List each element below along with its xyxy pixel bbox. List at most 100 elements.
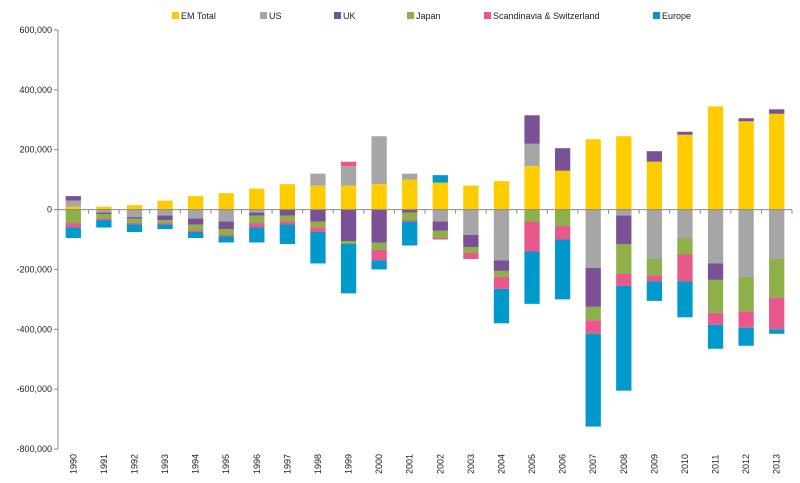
bar-2005-1 xyxy=(524,143,540,167)
bar-1990-1 xyxy=(65,200,81,207)
x-tick-label-1995: 1995 xyxy=(221,454,231,474)
bar-2002-5 xyxy=(432,175,448,183)
x-tick-label-2004: 2004 xyxy=(496,454,506,474)
bar-2007-5 xyxy=(585,333,601,427)
x-tick-label-2013: 2013 xyxy=(772,454,782,474)
bar-2005-5 xyxy=(524,251,540,304)
bar-1997-2 xyxy=(279,209,296,216)
bar-2006-5 xyxy=(554,239,571,300)
bar-2011-0 xyxy=(707,106,724,210)
x-tick-label-1993: 1993 xyxy=(160,454,170,474)
bar-2012-3 xyxy=(738,276,754,312)
bar-2013-3 xyxy=(769,258,785,298)
bar-2002-0 xyxy=(432,182,448,210)
bar-2008-4 xyxy=(616,273,632,286)
bar-1990-0 xyxy=(65,206,81,210)
bar-2000-5 xyxy=(371,260,387,270)
bar-2011-3 xyxy=(707,279,724,313)
x-tick-label-2012: 2012 xyxy=(741,454,751,474)
bar-2006-4 xyxy=(554,226,571,240)
bar-2008-2 xyxy=(616,215,632,244)
bar-2007-0 xyxy=(585,139,601,210)
bar-2006-3 xyxy=(554,209,571,227)
bar-2000-1 xyxy=(371,136,387,185)
x-tick-label-2007: 2007 xyxy=(588,454,598,474)
legend-swatch-1 xyxy=(260,12,267,19)
bar-1992-4 xyxy=(126,223,143,225)
bar-1997-4 xyxy=(279,221,296,225)
x-tick-label-2001: 2001 xyxy=(405,454,415,474)
y-tick-label-2: 200,000 xyxy=(19,145,52,155)
legend-swatch-4 xyxy=(484,12,491,19)
bar-2003-2 xyxy=(463,235,479,247)
x-tick-label-2003: 2003 xyxy=(466,454,476,474)
bar-1998-4 xyxy=(310,227,326,233)
bar-2000-3 xyxy=(371,242,387,250)
bar-1998-0 xyxy=(310,185,326,210)
x-tick-label-2008: 2008 xyxy=(619,454,629,474)
x-tick-label-2002: 2002 xyxy=(435,454,445,474)
bar-2001-5 xyxy=(402,221,418,246)
legend-swatch-2 xyxy=(334,12,341,19)
bar-2004-1 xyxy=(493,209,510,261)
bar-2003-1 xyxy=(463,209,479,236)
x-tick-label-2006: 2006 xyxy=(558,454,568,474)
bar-2008-3 xyxy=(616,243,632,274)
bar-2006-0 xyxy=(554,170,571,210)
bar-1993-5 xyxy=(157,224,173,230)
bar-1999-2 xyxy=(340,209,357,241)
bar-2004-4 xyxy=(493,276,510,289)
bar-1997-5 xyxy=(279,224,296,244)
bar-1991-1 xyxy=(96,209,112,213)
bar-2002-2 xyxy=(432,221,448,231)
bar-1993-0 xyxy=(157,200,173,210)
bar-2011-4 xyxy=(707,312,724,325)
bar-2005-4 xyxy=(524,221,540,252)
bar-1996-1 xyxy=(249,209,265,213)
x-tick-label-2005: 2005 xyxy=(527,454,537,474)
bar-1994-4 xyxy=(187,230,204,233)
bar-1991-2 xyxy=(96,212,112,215)
bar-1999-4 xyxy=(340,161,357,167)
bar-1992-5 xyxy=(126,224,143,233)
bar-2005-2 xyxy=(524,115,540,144)
bar-1996-3 xyxy=(249,215,265,224)
legend-label-2: UK xyxy=(343,11,356,21)
bar-2009-0 xyxy=(646,161,663,210)
bar-2004-5 xyxy=(493,288,510,324)
y-tick-label-1: 400,000 xyxy=(19,85,52,95)
bar-2001-3 xyxy=(402,212,418,221)
bar-2001-1 xyxy=(402,173,418,180)
bar-1993-2 xyxy=(157,215,173,221)
bar-2011-1 xyxy=(707,209,724,264)
x-tick-label-1991: 1991 xyxy=(99,454,109,474)
bar-1998-3 xyxy=(310,221,326,228)
bar-1995-5 xyxy=(218,236,234,243)
bar-2008-0 xyxy=(616,136,632,210)
x-tick-label-1996: 1996 xyxy=(252,454,262,474)
bar-2008-5 xyxy=(616,285,632,391)
bar-1992-1 xyxy=(126,209,143,218)
bar-2010-4 xyxy=(677,254,693,282)
bar-2012-4 xyxy=(738,311,754,328)
bar-1991-4 xyxy=(96,218,112,221)
y-tick-label-0: 600,000 xyxy=(19,25,52,35)
x-tick-label-1997: 1997 xyxy=(282,454,292,474)
bar-2002-4 xyxy=(432,238,448,240)
bar-2009-3 xyxy=(646,258,663,276)
bar-1994-2 xyxy=(187,218,204,225)
legend-label-3: Japan xyxy=(416,11,441,21)
bar-2007-4 xyxy=(585,320,601,334)
bar-1998-2 xyxy=(310,209,326,222)
bars-layer xyxy=(65,106,785,427)
legend-label-4: Scandinavia & Switzerland xyxy=(493,11,600,21)
bar-2013-1 xyxy=(769,209,785,259)
bar-1992-0 xyxy=(126,205,143,210)
bar-1994-0 xyxy=(187,196,204,210)
bar-2009-4 xyxy=(646,275,663,282)
bar-2010-2 xyxy=(677,131,693,135)
x-tick-label-2009: 2009 xyxy=(649,454,659,474)
bar-2013-4 xyxy=(769,297,785,330)
